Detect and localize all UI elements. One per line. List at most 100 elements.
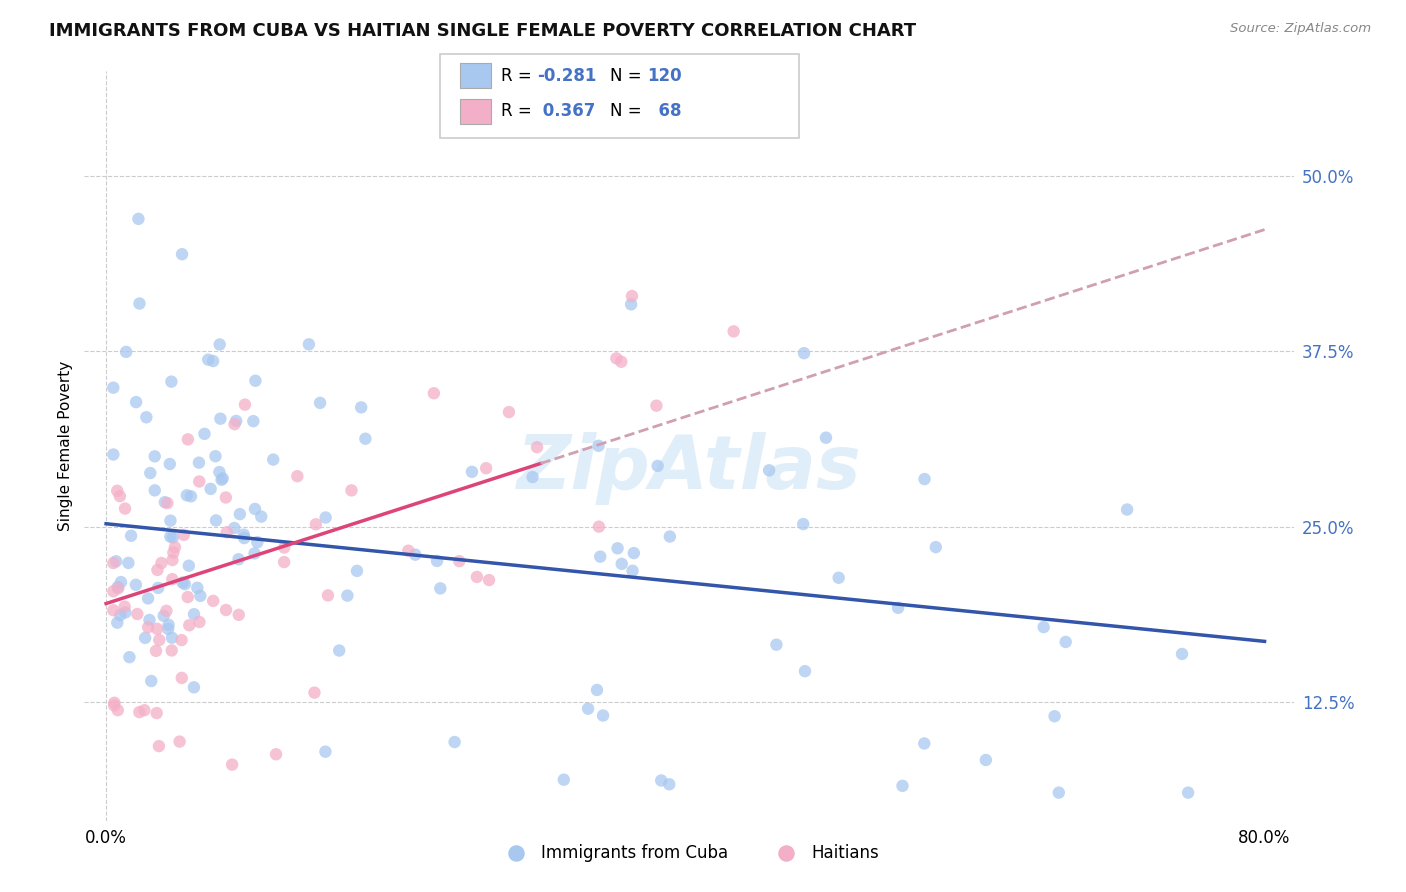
Point (229, 507, 252, 521)
Point (589, 549, 612, 564)
Point (134, 631, 156, 645)
Point (177, 558, 200, 573)
Point (103, 584, 125, 599)
Point (610, 557, 633, 571)
Point (174, 577, 197, 591)
Point (243, 502, 266, 516)
Point (215, 491, 238, 505)
Point (647, 458, 669, 473)
Text: Source: ZipAtlas.com: Source: ZipAtlas.com (1230, 22, 1371, 36)
Text: 120: 120 (647, 67, 682, 85)
Point (173, 528, 195, 542)
Text: IMMIGRANTS FROM CUBA VS HAITIAN SINGLE FEMALE POVERTY CORRELATION CHART: IMMIGRANTS FROM CUBA VS HAITIAN SINGLE F… (49, 22, 917, 40)
Point (114, 501, 136, 516)
Point (814, 431, 837, 445)
Point (160, 375, 183, 389)
Point (120, 529, 142, 543)
Point (145, 706, 167, 720)
Point (658, 530, 681, 544)
Point (974, 753, 997, 767)
Point (245, 374, 267, 388)
Point (758, 463, 780, 477)
Point (315, 510, 337, 524)
Point (180, 489, 202, 503)
Point (146, 581, 169, 595)
Point (225, 414, 247, 428)
Point (162, 553, 184, 567)
Point (186, 581, 208, 595)
Point (128, 296, 150, 310)
Point (215, 603, 238, 617)
Point (177, 590, 200, 604)
Point (211, 471, 233, 485)
Point (209, 411, 232, 425)
Point (170, 633, 193, 648)
Point (160, 631, 183, 645)
Point (202, 594, 225, 608)
Point (658, 777, 681, 791)
Point (162, 545, 184, 559)
Point (159, 457, 181, 471)
Point (177, 433, 200, 447)
Point (912, 736, 935, 750)
Point (828, 571, 851, 585)
Point (170, 247, 193, 261)
Point (228, 607, 250, 622)
Point (141, 673, 163, 688)
Point (170, 671, 193, 685)
Point (103, 698, 125, 713)
Point (475, 461, 498, 475)
Point (202, 354, 225, 368)
Point (155, 604, 177, 618)
Point (1054, 635, 1077, 649)
Point (145, 644, 167, 658)
Point (1171, 647, 1194, 661)
Point (162, 572, 184, 586)
Point (576, 701, 599, 715)
Point (592, 708, 614, 723)
Point (204, 449, 226, 463)
Text: N =: N = (610, 67, 647, 85)
Point (273, 541, 295, 555)
Point (224, 417, 246, 432)
Point (645, 399, 668, 413)
Point (250, 509, 273, 524)
Point (125, 395, 148, 409)
Point (465, 570, 488, 584)
Point (792, 517, 814, 532)
Point (429, 582, 451, 596)
Point (304, 685, 326, 699)
Point (134, 703, 156, 717)
Text: R =: R = (501, 103, 537, 120)
Point (621, 564, 644, 578)
Point (232, 527, 254, 541)
Point (107, 703, 129, 717)
Point (396, 543, 419, 558)
Point (1043, 709, 1066, 723)
Point (350, 401, 373, 415)
Point (443, 735, 465, 749)
Point (588, 519, 610, 533)
Point (110, 575, 132, 590)
Point (139, 466, 162, 480)
Point (298, 337, 321, 351)
Point (105, 554, 128, 568)
Point (197, 352, 219, 367)
Point (179, 618, 201, 632)
Point (127, 607, 149, 621)
Point (211, 473, 233, 487)
Point (224, 521, 246, 535)
Point (233, 531, 256, 545)
Point (172, 575, 194, 590)
Point (1032, 620, 1054, 634)
Point (108, 489, 131, 503)
Point (588, 439, 610, 453)
Point (146, 563, 169, 577)
Point (162, 531, 184, 545)
Point (138, 613, 160, 627)
Point (605, 351, 627, 366)
Point (423, 386, 446, 401)
Point (522, 470, 544, 484)
Point (1177, 786, 1199, 800)
Point (354, 432, 377, 446)
